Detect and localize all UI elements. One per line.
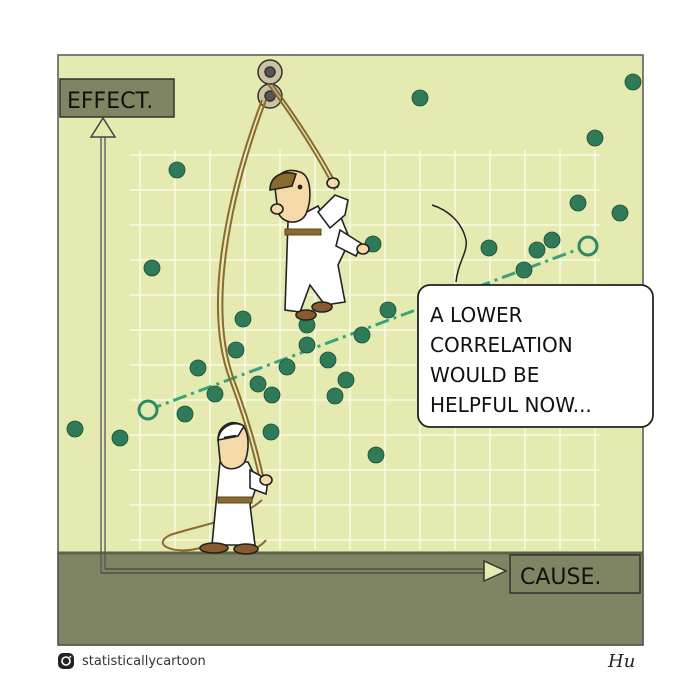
scatter-point	[262, 423, 280, 441]
effect-label-text: EFFECT.	[67, 89, 153, 114]
credit-handle: statisticallycartoon	[82, 653, 206, 669]
scatter-point	[367, 446, 385, 464]
scatter-point	[528, 241, 546, 259]
scatter-point	[189, 359, 207, 377]
scatter-point	[143, 259, 161, 277]
scatter-point	[624, 73, 642, 91]
scatter-point	[263, 386, 281, 404]
scatter-point	[206, 385, 224, 403]
scatter-point	[337, 371, 355, 389]
scatter-point	[227, 341, 245, 359]
instagram-icon	[58, 653, 74, 669]
climbing-man	[269, 169, 370, 321]
effect-label: EFFECT.	[59, 78, 175, 118]
pulling-man	[199, 422, 273, 555]
trend-line	[147, 244, 588, 412]
speech-bubble: A LOWER CORRELATION WOULD BE HELPFUL NOW…	[417, 204, 654, 428]
scatter-point	[234, 310, 252, 328]
speech-line: HELPFUL NOW...	[430, 393, 592, 417]
speech-line: CORRELATION	[430, 333, 573, 357]
scatter-point	[66, 420, 84, 438]
scatter-point	[326, 387, 344, 405]
cause-label-text: CAUSE.	[520, 565, 601, 590]
scatter-point	[411, 89, 429, 107]
scatter-point	[480, 239, 498, 257]
scatter-point	[586, 129, 604, 147]
scatter-point	[353, 326, 371, 344]
cause-label: CAUSE.	[509, 554, 641, 594]
trend-start-point	[137, 399, 159, 421]
scatter-point	[298, 336, 316, 354]
y-axis	[89, 116, 117, 573]
credit-line: statisticallycartoon	[57, 652, 206, 670]
scatter-point	[278, 358, 296, 376]
speech-line: WOULD BE	[430, 363, 539, 387]
scatter-point	[569, 194, 587, 212]
scatter-point	[543, 231, 561, 249]
scatter-point	[319, 351, 337, 369]
scatter-point	[168, 161, 186, 179]
x-axis	[101, 559, 508, 583]
speech-line: A LOWER	[430, 303, 523, 327]
scatter-point	[111, 429, 129, 447]
scatter-point	[379, 301, 397, 319]
scatter-point	[176, 405, 194, 423]
scatter-point	[249, 375, 267, 393]
scatter-point	[515, 261, 533, 279]
scatter-point	[611, 204, 629, 222]
scatter-points	[66, 73, 642, 464]
trend-end-point	[577, 235, 599, 257]
artist-signature: Hu	[607, 651, 635, 672]
